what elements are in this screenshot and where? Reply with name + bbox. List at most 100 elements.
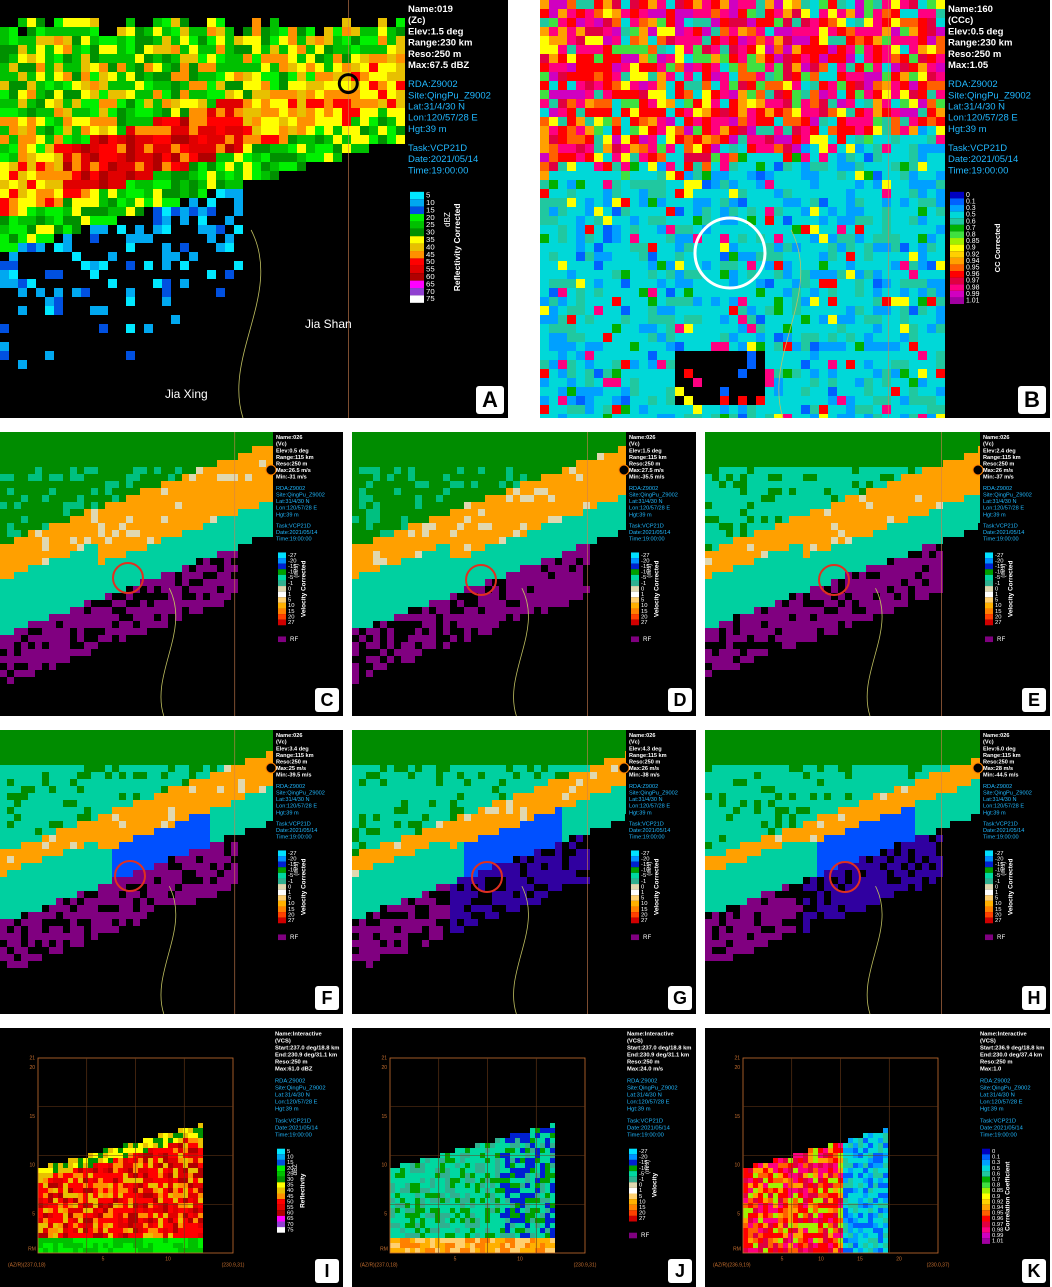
radar-cell [567,315,576,324]
radar-cell [54,153,63,162]
radar-cell [144,324,153,333]
radar-cell [7,614,14,621]
radar-cell [738,135,747,144]
radar-cell [819,225,828,234]
radar-cell [594,360,603,369]
radar-cell [0,558,7,565]
radar-cell [576,306,585,315]
radar-cell [783,396,792,405]
radar-cell [569,537,576,544]
radar-cell [684,171,693,180]
radar-cell [369,126,378,135]
radar-cell [126,297,135,306]
radar-cell [562,509,569,516]
radar-cell [666,108,675,117]
radar-cell [72,189,81,198]
radar-cell [765,342,774,351]
radar-cell [657,324,666,333]
radar-cell [175,467,182,474]
radar-cell [549,9,558,18]
radar-cell [98,481,105,488]
radar-cell [99,171,108,180]
radar-cell [837,153,846,162]
radar-cell [288,27,297,36]
radar-cell [567,288,576,297]
radar-cell [900,414,909,418]
radar-cell [352,530,359,537]
radar-cell [140,621,147,628]
radar-cell [415,453,422,460]
radar-cell [189,153,198,162]
radar-cell [168,586,175,593]
radar-cell [549,171,558,180]
radar-cell [415,474,422,481]
radar-cell [112,628,119,635]
radar-cell [720,18,729,27]
radar-cell [583,523,590,530]
radar-cell [81,288,90,297]
radar-cell [612,198,621,207]
radar-cell [36,81,45,90]
radar-cell [611,530,618,537]
radar-cell [9,126,18,135]
radar-cell [373,467,380,474]
radar-cell [266,509,273,516]
radar-cell [639,162,648,171]
radar-cell [35,635,42,642]
radar-cell [140,551,147,558]
radar-cell [457,481,464,488]
radar-cell [621,117,630,126]
radar-cell [464,551,471,558]
radar-cell [63,621,70,628]
radar-cell [180,126,189,135]
radar-cell [918,90,927,99]
radar-cell [720,387,729,396]
radar-cell [324,108,333,117]
radar-cell [657,108,666,117]
radar-cell [112,495,119,502]
radar-cell [72,18,81,27]
radar-cell [927,216,936,225]
radar-cell [567,45,576,54]
radar-cell [555,481,562,488]
radar-cell [180,45,189,54]
legend-tick-label: 0.9 [966,245,976,252]
radar-cell [133,502,140,509]
radar-cell [720,117,729,126]
radar-cell [819,351,828,360]
radar-cell [765,18,774,27]
radar-cell [684,0,693,9]
radar-cell [604,467,611,474]
radar-cell [765,387,774,396]
legend-tick-label: 0.8 [966,232,976,239]
radar-cell [621,198,630,207]
legend-swatch [278,580,286,587]
radar-cell [936,252,945,261]
radar-cell [548,481,555,488]
radar-cell [63,144,72,153]
radar-cell [224,523,231,530]
radar-cell [180,36,189,45]
info-text: Lat:31/4/30 N [276,499,310,505]
radar-cell [168,439,175,446]
radar-cell [520,565,527,572]
radar-cell [443,502,450,509]
radar-cell [562,474,569,481]
radar-cell [873,243,882,252]
radar-cell [846,396,855,405]
radar-cell [49,558,56,565]
radar-cell [153,63,162,72]
radar-cell [882,387,891,396]
radar-cell [105,516,112,523]
legend-title: Reflectivity Corrected [452,203,462,291]
radar-cell [819,333,828,342]
radar-cell [576,446,583,453]
radar-cell [612,306,621,315]
radar-cell [471,502,478,509]
radar-cell [436,509,443,516]
radar-cell [457,509,464,516]
radar-cell [161,586,168,593]
radar-cell [63,225,72,234]
legend-tick-label: -20 [288,558,297,564]
radar-cell [450,439,457,446]
